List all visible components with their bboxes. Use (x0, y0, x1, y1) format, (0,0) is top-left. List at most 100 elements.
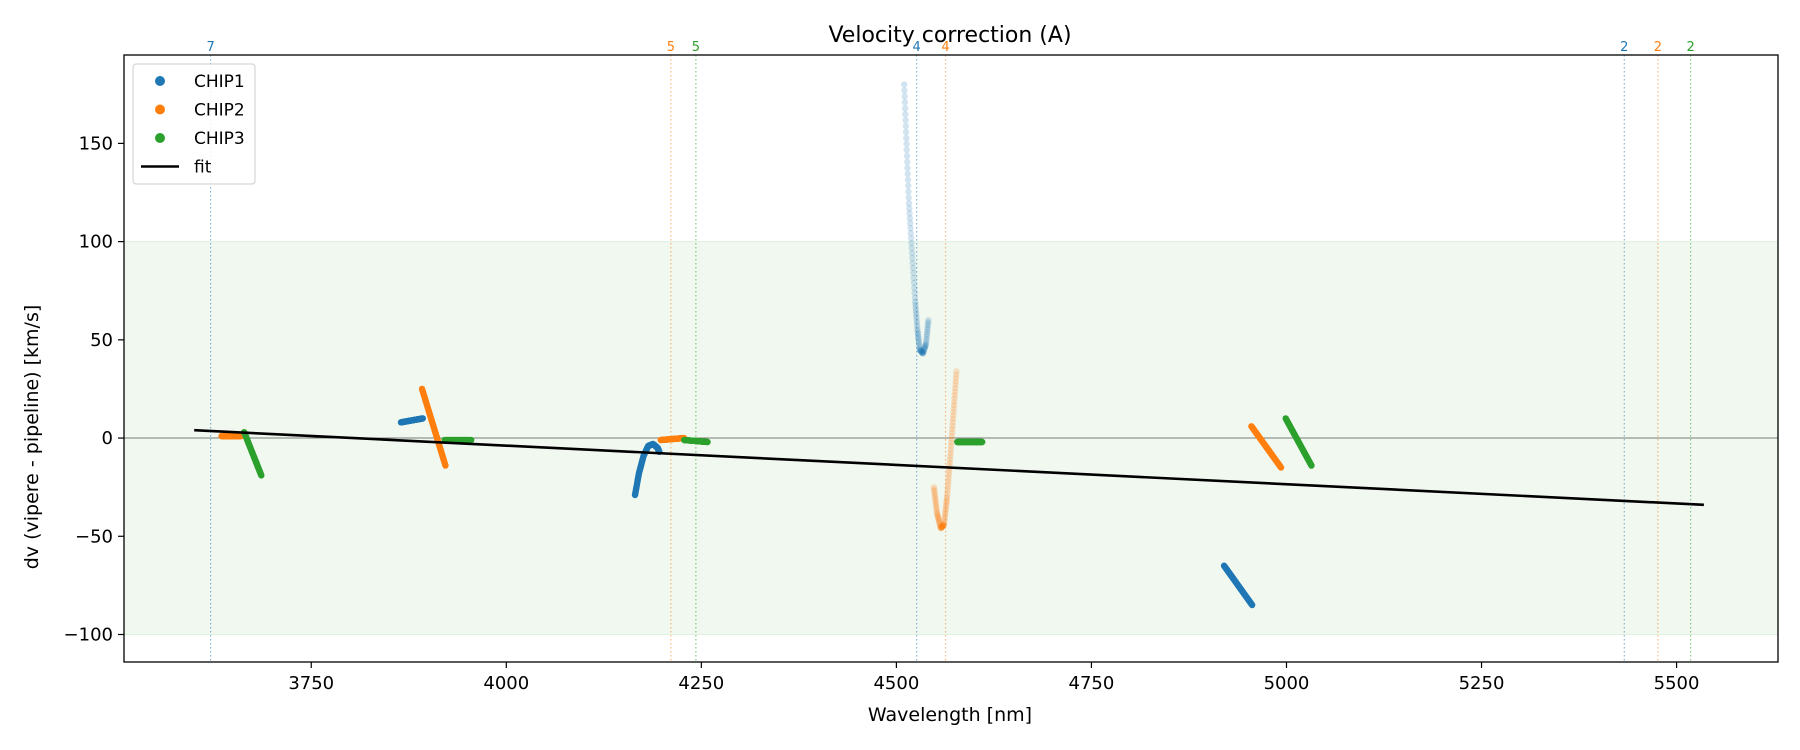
data-point-chip3 (258, 472, 265, 479)
legend-label: CHIP2 (194, 101, 245, 121)
data-point-chip1 (914, 325, 921, 332)
data-point-chip2 (945, 477, 952, 485)
data-point-chip2 (953, 371, 960, 378)
reference-line-label: 2 (1686, 40, 1694, 55)
data-point-chip2 (932, 498, 939, 505)
data-point-chip3 (979, 438, 986, 446)
data-point-chip2 (938, 524, 945, 532)
reference-line-label: 2 (1620, 40, 1628, 55)
data-point-chip2 (933, 504, 940, 511)
legend: CHIP1 CHIP2 CHIP3 fit (132, 63, 256, 185)
data-point-chip2 (937, 524, 944, 532)
data-point-chip2 (951, 395, 958, 402)
data-point-chip1 (923, 336, 930, 343)
data-point-chip1 (909, 254, 916, 262)
data-point-chip1 (907, 235, 915, 242)
data-point-chip1 (906, 210, 913, 217)
data-point-chip1 (905, 200, 913, 207)
data-point-chip1 (913, 313, 920, 320)
data-point-chip1 (924, 321, 932, 329)
data-point-chip2 (930, 483, 938, 491)
data-point-chip1 (914, 331, 922, 339)
data-point-chip2 (932, 502, 940, 509)
plot-frame (123, 54, 1779, 663)
data-point-chip1 (902, 122, 910, 130)
data-point-chip2 (944, 480, 952, 488)
data-point-chip2 (931, 487, 938, 495)
data-point-chip2 (933, 509, 941, 517)
data-point-chip1 (914, 327, 921, 335)
data-point-chip1 (902, 111, 909, 118)
data-point-chip1 (901, 99, 909, 106)
data-point-chip1 (912, 301, 919, 309)
data-point-chip2 (935, 516, 942, 523)
data-point-chip1 (919, 349, 926, 357)
data-point-chip1 (901, 93, 908, 100)
data-point-chip2 (931, 494, 939, 501)
data-point-chip2 (940, 521, 948, 528)
data-point-chip2 (943, 499, 950, 507)
data-point-chip2 (930, 485, 938, 493)
fit-line-layer (194, 428, 1704, 507)
data-point-chip1 (923, 331, 931, 338)
data-point-chip1 (904, 158, 911, 166)
data-point-chip2 (953, 368, 960, 375)
y-tick-label: 0 (102, 428, 113, 449)
data-point-chip1 (915, 335, 922, 343)
legend-marker-chip3 (155, 133, 165, 143)
data-point-chip1 (922, 341, 929, 349)
data-point-chip1 (912, 307, 920, 315)
data-point-chip2 (946, 456, 954, 463)
data-point-chip1 (911, 289, 918, 297)
data-point-chip2 (949, 415, 957, 423)
data-point-chip2 (949, 425, 956, 433)
data-point-chip1 (903, 134, 910, 142)
data-point-chip2 (938, 524, 945, 531)
data-point-chip2 (947, 442, 955, 450)
data-point-chip1 (912, 298, 919, 306)
data-point-chip1 (918, 349, 926, 356)
data-point-chip1 (910, 274, 917, 282)
data-point-chip2 (933, 506, 940, 513)
legend-box (132, 63, 256, 185)
data-point-chip2 (950, 412, 957, 419)
data-point-chip1 (901, 87, 908, 94)
legend-marker-chip2 (155, 104, 165, 115)
data-point-chip1 (920, 348, 927, 356)
data-point-chip2 (932, 500, 939, 507)
data-point-chip1 (910, 279, 918, 287)
data-point-chip1 (924, 324, 931, 331)
data-point-chip1 (919, 349, 926, 356)
data-point-chip2 (940, 521, 947, 529)
data-point-chip2 (943, 497, 950, 505)
reference-line-label: 5 (667, 40, 675, 55)
data-point-chip2 (939, 523, 946, 530)
data-point-chip2 (941, 510, 949, 518)
reference-line-label: 4 (941, 40, 949, 55)
data-point-chip2 (941, 512, 949, 520)
data-point-chip1 (924, 319, 932, 326)
data-point-chip1 (917, 347, 924, 354)
data-point-chip1 (913, 322, 921, 329)
reference-line-label: 5 (692, 40, 700, 55)
data-point-chip1 (906, 205, 913, 212)
chart-title: Velocity correction (A) (828, 23, 1071, 48)
data-point-chip2 (952, 385, 959, 392)
x-tick-label: 5500 (1654, 673, 1700, 694)
data-point-chip2 (952, 378, 959, 385)
data-point-chip1 (922, 340, 930, 348)
data-point-chip1 (903, 140, 910, 148)
data-point-chip2 (948, 436, 955, 443)
data-point-chip1 (905, 188, 912, 195)
data-point-chip1 (920, 346, 928, 354)
x-tick-label: 4750 (1069, 673, 1115, 694)
y-axis-title: dv (vipere - pipeline) [km/s] (21, 305, 43, 570)
data-point-chip2 (935, 518, 943, 525)
data-point-chip3 (1308, 462, 1315, 469)
data-point-chip2 (943, 493, 951, 500)
data-point-chip1 (911, 284, 918, 292)
data-point-chip2 (950, 408, 957, 416)
data-point-chip1 (419, 415, 427, 422)
